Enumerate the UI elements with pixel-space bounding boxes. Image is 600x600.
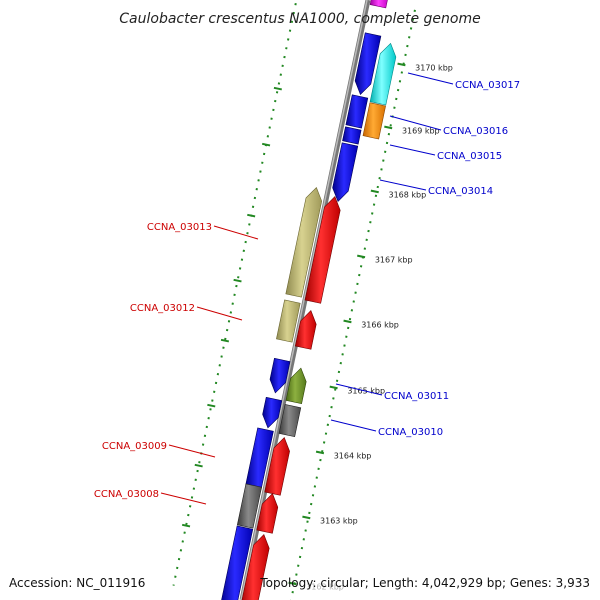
- inner-tick: [261, 142, 271, 147]
- gene-feature[interactable]: [256, 493, 279, 534]
- label-leader-line: [407, 72, 454, 85]
- gene-feature[interactable]: [304, 196, 341, 304]
- topology-text: Topology: circular; Length: 4,042,929 bp…: [259, 576, 590, 590]
- gene-label-right[interactable]: CCNA_03010: [378, 427, 443, 438]
- label-leader-line: [168, 444, 216, 458]
- inner-tick: [194, 463, 203, 468]
- label-leader-line: [389, 115, 442, 131]
- gene-label-right[interactable]: CCNA_03011: [384, 391, 449, 402]
- gene-features: [220, 0, 397, 600]
- gene-feature[interactable]: [342, 126, 362, 145]
- kbp-tick: [397, 62, 406, 67]
- gene-labels: CCNA_03017 CCNA_03016 CCNA_03015 CCNA_03014…: [94, 80, 520, 500]
- kbp-tick: [302, 515, 311, 520]
- gene-feature[interactable]: [269, 357, 291, 394]
- gene-feature[interactable]: [262, 396, 283, 429]
- kbp-tick: [288, 581, 297, 586]
- kbp-tick: [370, 189, 379, 194]
- gene-feature[interactable]: [285, 367, 307, 405]
- inner-tick: [220, 338, 230, 343]
- inner-tick: [233, 278, 242, 283]
- gene-feature[interactable]: [332, 142, 359, 203]
- label-leader-line: [389, 144, 436, 156]
- gene-feature[interactable]: [369, 42, 397, 106]
- label-leader-line: [335, 383, 383, 396]
- gene-label-left[interactable]: CCNA_03008: [94, 489, 159, 500]
- inner-tick: [247, 213, 256, 218]
- kbp-label: 3163 kbp: [320, 516, 358, 525]
- map-title: Caulobacter crescentus NA1000, complete …: [119, 11, 480, 27]
- label-leader-lines: [160, 72, 454, 505]
- gene-label-left[interactable]: CCNA_03012: [130, 303, 195, 314]
- gene-feature[interactable]: [362, 102, 386, 140]
- inner-tick: [273, 86, 282, 91]
- inner-tick: [181, 523, 191, 528]
- label-leader-line: [330, 419, 377, 432]
- kbp-tick: [343, 319, 352, 324]
- kbp-tick: [329, 385, 338, 390]
- genome-backbone: [239, 0, 371, 600]
- tick-track-dots: [172, 0, 416, 600]
- gene-feature[interactable]: [220, 525, 254, 600]
- gene-label-left[interactable]: CCNA_03013: [147, 222, 212, 233]
- kbp-tick: [357, 254, 366, 259]
- kbp-tick: [315, 450, 325, 455]
- kbp-label: 3169 kbp: [402, 126, 440, 135]
- kbp-tick: [384, 125, 393, 130]
- kbp-label: 3170 kbp: [415, 63, 453, 72]
- label-leader-line: [213, 225, 259, 240]
- gene-feature[interactable]: [354, 32, 382, 96]
- gene-feature[interactable]: [294, 310, 317, 350]
- gene-label-right[interactable]: CCNA_03016: [443, 126, 508, 137]
- kbp-ticks: 3170 kbp 3169 kbp 3168 kbp 3167 kbp 3166 kbp…: [181, 62, 453, 591]
- gene-feature[interactable]: [240, 534, 270, 600]
- label-leader-line: [379, 179, 427, 191]
- gene-feature[interactable]: [369, 0, 389, 9]
- gene-label-right[interactable]: CCNA_03015: [437, 151, 502, 162]
- label-leader-line: [196, 306, 243, 321]
- accession-text: Accession: NC_011916: [9, 576, 145, 590]
- kbp-label: 3168 kbp: [388, 190, 426, 199]
- gene-label-right[interactable]: CCNA_03014: [428, 186, 493, 197]
- gene-label-right[interactable]: CCNA_03017: [455, 80, 520, 91]
- gene-feature[interactable]: [345, 94, 369, 129]
- kbp-label: 3166 kbp: [361, 320, 399, 329]
- kbp-label: 3164 kbp: [334, 451, 372, 460]
- kbp-label: 3167 kbp: [375, 255, 413, 264]
- gene-feature[interactable]: [278, 404, 302, 438]
- label-leader-line: [160, 492, 207, 505]
- gene-feature[interactable]: [236, 483, 262, 529]
- gene-feature[interactable]: [276, 299, 301, 343]
- gene-label-left[interactable]: CCNA_03009: [102, 441, 167, 452]
- kbp-label: 3162 kbp: [306, 582, 344, 591]
- inner-tick: [207, 403, 216, 408]
- gene-feature[interactable]: [285, 186, 323, 298]
